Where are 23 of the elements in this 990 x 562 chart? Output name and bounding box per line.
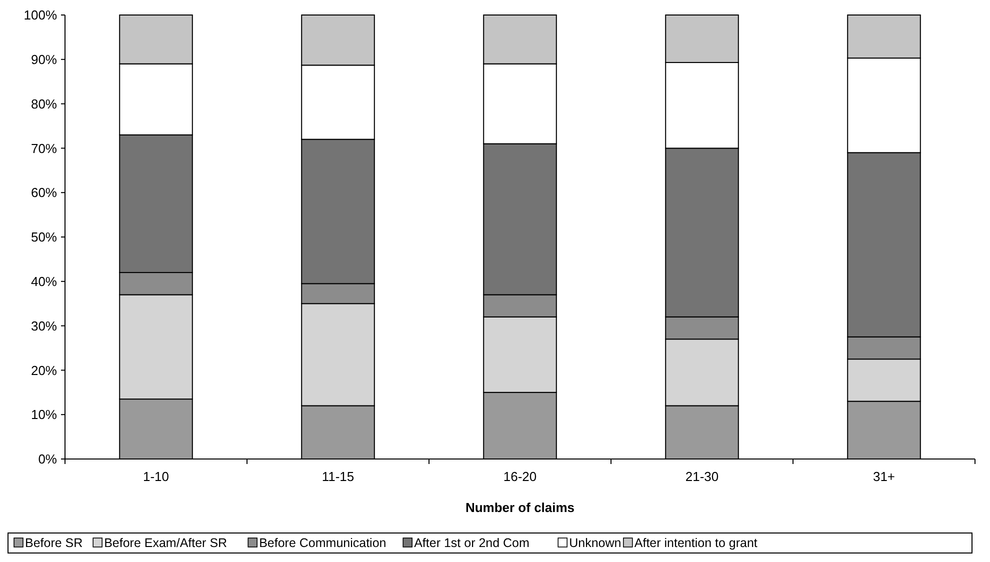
y-tick-label: 80% xyxy=(30,96,58,112)
x-tick-label: 31+ xyxy=(872,469,896,484)
legend-label: Unknown xyxy=(569,536,622,550)
x-tick-label: 11-15 xyxy=(322,469,354,484)
y-tick-label: 10% xyxy=(30,407,58,422)
y-tick-label: 100% xyxy=(24,8,58,23)
y-tick-label: 40% xyxy=(30,274,58,289)
y-tick-label: 20% xyxy=(30,362,58,378)
y-tick-label: 50% xyxy=(30,230,58,245)
y-tick-label: 0% xyxy=(38,452,58,467)
y-tick-label: 30% xyxy=(30,318,58,334)
legend-label: After 1st or 2nd Com xyxy=(414,536,530,550)
legend-label: After intention to grant xyxy=(634,536,758,550)
x-tick-label: 1-10 xyxy=(142,469,170,484)
x-tick-label: 16-20 xyxy=(503,469,537,484)
x-axis-title: Number of claims xyxy=(465,500,575,515)
legend-label: Before Communication xyxy=(259,536,386,550)
y-tick-label: 90% xyxy=(30,52,58,67)
legend-label: Before Exam/After SR xyxy=(104,536,228,550)
x-tick-label: 21-30 xyxy=(685,469,719,484)
legend-label: Before SR xyxy=(25,536,83,550)
y-tick-label: 70% xyxy=(30,140,58,156)
y-tick-label: 60% xyxy=(30,185,58,200)
